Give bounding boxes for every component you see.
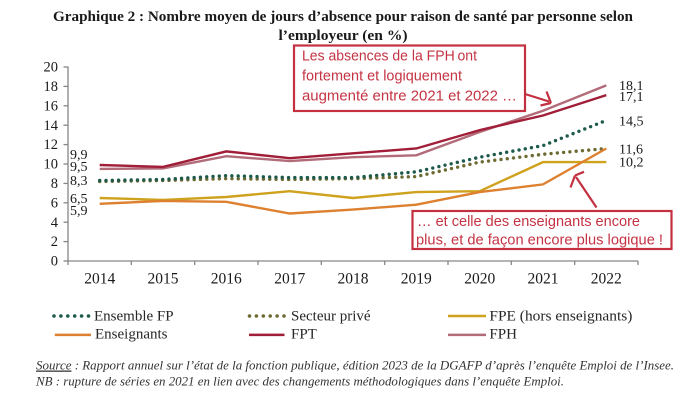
svg-text:Les absences de la FPH ont: Les absences de la FPH ont	[302, 48, 478, 65]
svg-text:l’employeur (en %): l’employeur (en %)	[279, 28, 408, 44]
svg-text:6,5: 6,5	[70, 192, 88, 207]
svg-text:Enseignants: Enseignants	[95, 327, 168, 343]
svg-text:14: 14	[44, 118, 59, 134]
svg-text:plus, et de façon encore plus: plus, et de façon encore plus logique !	[416, 232, 663, 249]
svg-text:2015: 2015	[148, 271, 179, 288]
svg-text:5,9: 5,9	[70, 204, 88, 219]
svg-text:10: 10	[44, 157, 59, 173]
svg-text:16: 16	[44, 98, 59, 114]
svg-text:9,9: 9,9	[70, 148, 88, 163]
svg-text:11,6: 11,6	[619, 143, 643, 158]
svg-text:augmenté entre 2021 et 2022 …: augmenté entre 2021 et 2022 …	[302, 88, 517, 105]
svg-text:… et celle des enseignants enc: … et celle des enseignants encore	[417, 213, 640, 230]
svg-text:17,1: 17,1	[619, 90, 644, 105]
svg-text:FPT: FPT	[291, 327, 317, 343]
svg-text:4: 4	[51, 215, 59, 231]
svg-text:20: 20	[44, 60, 59, 76]
svg-text:14,5: 14,5	[619, 114, 644, 129]
svg-text:NB : rupture de séries en 2021: NB : rupture de séries en 2021 en lien a…	[35, 374, 564, 388]
svg-text:2017: 2017	[274, 271, 305, 288]
svg-text:12: 12	[44, 137, 59, 153]
svg-text:2019: 2019	[401, 271, 432, 288]
svg-text:9,5: 9,5	[70, 160, 88, 175]
svg-text:2022: 2022	[591, 271, 622, 288]
svg-text:FPH: FPH	[489, 327, 517, 343]
svg-text:FPE (hors enseignants): FPE (hors enseignants)	[489, 308, 632, 324]
svg-text:fortement et logiquement: fortement et logiquement	[302, 68, 463, 85]
svg-text:Secteur privé: Secteur privé	[291, 308, 371, 324]
svg-text:2020: 2020	[464, 271, 495, 288]
svg-text:6: 6	[51, 195, 58, 211]
svg-text:0: 0	[51, 254, 58, 270]
svg-text:2021: 2021	[528, 271, 559, 288]
svg-text:18: 18	[44, 79, 59, 95]
svg-text:2016: 2016	[211, 271, 242, 288]
svg-text:Source : Rapport annuel sur l’: Source : Rapport annuel sur l’état de la…	[36, 359, 674, 373]
svg-text:Graphique 2 : Nombre moyen de: Graphique 2 : Nombre moyen de jours d’ab…	[53, 9, 633, 25]
svg-text:Ensemble FP: Ensemble FP	[94, 308, 174, 324]
svg-text:2018: 2018	[338, 271, 369, 288]
svg-text:10,2: 10,2	[619, 156, 644, 171]
svg-text:8,3: 8,3	[70, 174, 88, 189]
svg-text:18,1: 18,1	[619, 79, 644, 94]
svg-text:8: 8	[51, 176, 58, 192]
svg-text:2014: 2014	[84, 271, 115, 288]
svg-text:2: 2	[51, 234, 58, 250]
